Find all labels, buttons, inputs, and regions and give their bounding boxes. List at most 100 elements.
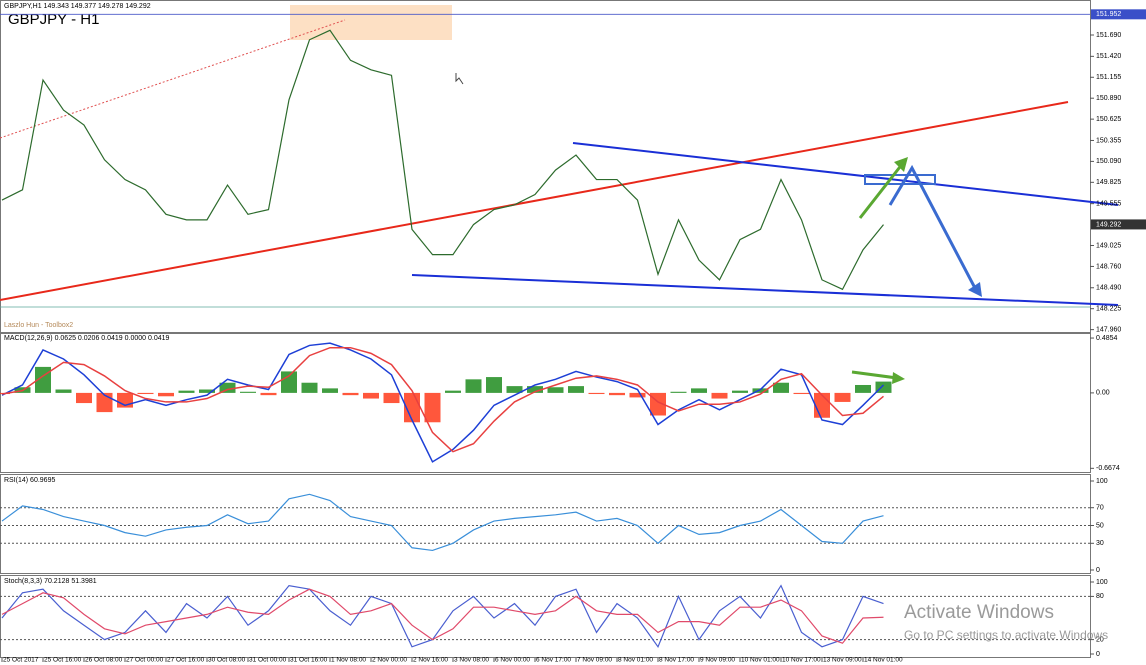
histogram-bar xyxy=(527,386,543,393)
y-tick-label: 0 xyxy=(1096,567,1100,574)
histogram-bar xyxy=(240,391,256,393)
y-tick-label: 150.625 xyxy=(1096,116,1121,123)
x-tick-label: 2 Nov 16:00 xyxy=(413,657,448,664)
y-tick-label: 20 xyxy=(1096,636,1104,643)
histogram-bar xyxy=(199,389,215,393)
y-tick-label: 50 xyxy=(1096,522,1104,529)
y-tick-label: 147.960 xyxy=(1096,326,1121,333)
histogram-bar xyxy=(301,382,318,393)
price-panel xyxy=(0,0,1091,333)
x-tick-label: 10 Nov 01:00 xyxy=(741,657,780,664)
histogram-bar xyxy=(773,382,789,393)
y-tick-label: 0 xyxy=(1096,651,1100,658)
histogram-bar xyxy=(281,371,297,393)
histogram-bar xyxy=(711,392,728,399)
annotation: Laszlo Hun - Toolbox2 xyxy=(4,322,73,329)
histogram-bar xyxy=(322,388,338,393)
histogram-bar xyxy=(363,392,379,399)
lower-channel xyxy=(411,274,1119,306)
x-tick-label: 31 Oct 00:00 xyxy=(249,657,287,664)
level-label: 151.952 xyxy=(1096,11,1121,18)
histogram-bar xyxy=(547,387,564,393)
histogram-bar xyxy=(342,392,359,396)
x-tick-label: 10 Nov 17:00 xyxy=(782,657,821,664)
histogram-bar xyxy=(752,388,769,393)
y-tick-label: -0.6674 xyxy=(1096,465,1120,472)
target-box xyxy=(864,174,936,185)
x-tick-label: 6 Nov 00:00 xyxy=(495,657,530,664)
forecast-arrow-head xyxy=(968,282,982,297)
y-tick-label: 148.225 xyxy=(1096,306,1121,313)
histogram-bar xyxy=(834,392,851,402)
x-tick-label: 8 Nov 01:00 xyxy=(618,657,653,664)
y-tick-label: 149.025 xyxy=(1096,242,1121,249)
up-arrow-head xyxy=(894,157,908,172)
series-line xyxy=(1,346,884,453)
x-tick-label: 27 Oct 16:00 xyxy=(167,657,205,664)
histogram-bar xyxy=(178,390,195,393)
y-tick-label: 151.155 xyxy=(1096,74,1121,81)
histogram-bar xyxy=(629,392,646,398)
panels xyxy=(0,0,1091,658)
y-tick-label: 0.4854 xyxy=(1096,335,1118,342)
histogram-bar xyxy=(219,382,236,393)
watermark-title: Activate Windows xyxy=(904,602,1054,623)
series-line xyxy=(1,29,884,291)
histogram-bar xyxy=(158,392,174,397)
upper-channel xyxy=(572,142,1119,206)
histogram-bar xyxy=(609,392,625,396)
cursor xyxy=(455,73,464,85)
histogram-bar xyxy=(588,392,605,395)
last-price-label: 149.292 xyxy=(1096,221,1121,228)
series-line xyxy=(1,493,884,552)
histogram-bar xyxy=(670,391,687,393)
histogram-bar xyxy=(875,381,892,393)
y-tick-label: 151.690 xyxy=(1096,32,1121,39)
x-tick-label: 1 Nov 08:00 xyxy=(331,657,366,664)
x-tick-label: 27 Oct 00:00 xyxy=(126,657,164,664)
x-tick-label: 9 Nov 09:00 xyxy=(700,657,735,664)
forecast-arrow xyxy=(888,164,978,291)
y-tick-label: 149.555 xyxy=(1096,200,1121,207)
x-tick-label: 8 Nov 17:00 xyxy=(659,657,694,664)
x-tick-label: 26 Oct 08:00 xyxy=(85,657,123,664)
x-tick-label: 2 Nov 00:00 xyxy=(372,657,407,664)
y-tick-label: 150.355 xyxy=(1096,137,1121,144)
series-line xyxy=(1,584,884,649)
histogram-bar xyxy=(814,392,830,418)
dotted-trendline xyxy=(0,19,346,139)
panel-title: MACD(12,26,9) 0.0625 0.0206 0.0419 0.000… xyxy=(4,335,170,342)
stoch-panel xyxy=(0,575,1091,658)
x-tick-label: 30 Oct 08:00 xyxy=(208,657,246,664)
rsi-panel xyxy=(0,474,1091,574)
y-tick-label: 30 xyxy=(1096,540,1104,547)
drawings xyxy=(0,5,1119,384)
panel-title: Stoch(8,3,3) 70.2128 51.3981 xyxy=(4,578,97,585)
histogram-bar xyxy=(137,392,154,395)
y-tick-label: 149.825 xyxy=(1096,179,1121,186)
histogram-bar xyxy=(55,389,72,393)
series-line xyxy=(1,588,884,644)
x-tick-label: 25 Oct 2017 xyxy=(3,657,39,664)
chart-title: GBPJPY - H1 xyxy=(8,11,99,28)
macd-arrow xyxy=(851,370,898,380)
histogram-bar xyxy=(486,377,502,393)
histogram-bar xyxy=(691,388,707,393)
x-tick-label: 6 Nov 17:00 xyxy=(536,657,571,664)
x-tick-label: 31 Oct 16:00 xyxy=(290,657,328,664)
y-tick-label: 151.420 xyxy=(1096,53,1121,60)
x-tick-label: 13 Nov 09:00 xyxy=(823,657,862,664)
last-price-bg xyxy=(1091,219,1146,230)
chart-header: GBPJPY,H1 149.343 149.377 149.278 149.29… xyxy=(4,3,151,10)
histogram-bar xyxy=(855,384,871,393)
histogram-bar xyxy=(506,386,523,393)
panel-title: RSI(14) 60.9695 xyxy=(4,477,55,484)
y-tick-label: 148.490 xyxy=(1096,285,1121,292)
x-tick-label: 14 Nov 01:00 xyxy=(864,657,903,664)
y-tick-label: 0.00 xyxy=(1096,390,1110,397)
y-tick-label: 80 xyxy=(1096,593,1104,600)
y-tick-label: 70 xyxy=(1096,505,1104,512)
macd-panel xyxy=(0,333,1091,473)
histogram-bar xyxy=(793,392,810,395)
y-tick-label: 150.090 xyxy=(1096,158,1121,165)
